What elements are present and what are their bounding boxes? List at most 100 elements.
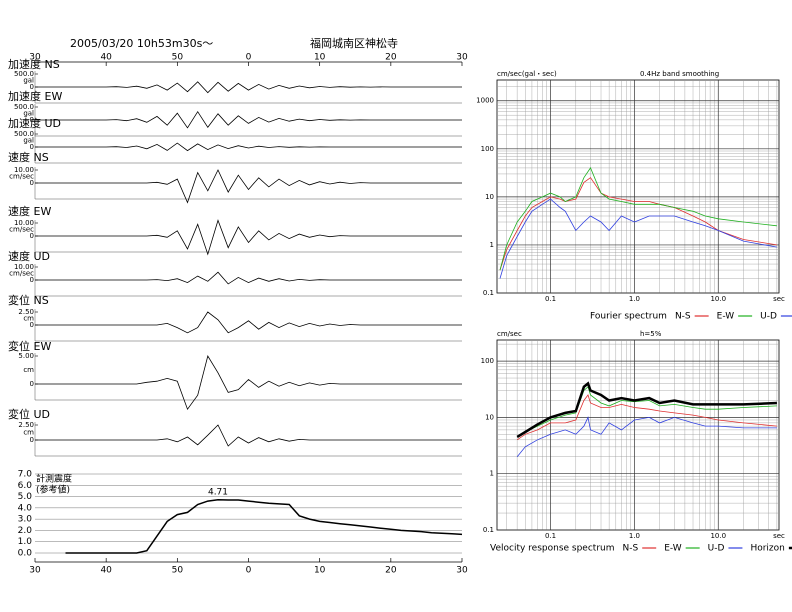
unit: cm/sec bbox=[9, 270, 34, 278]
time-label: 0 bbox=[246, 53, 252, 63]
y-tick-label: 2.50 bbox=[18, 308, 34, 316]
datetime: 2005/03/20 10h53m30s～ bbox=[70, 37, 213, 50]
y-tick-label: 100 bbox=[481, 357, 494, 365]
time-label: 50 bbox=[172, 566, 184, 576]
trace-name: 変位 NS bbox=[8, 293, 49, 307]
y-tick-label: 0 bbox=[30, 380, 34, 388]
unit: cm bbox=[23, 315, 34, 323]
time-label: 30 bbox=[456, 53, 468, 63]
trace-name: 加速度 UD bbox=[8, 116, 61, 130]
legend-label: N-S bbox=[675, 312, 691, 322]
chart-title: (参考値) bbox=[36, 484, 70, 496]
waveform bbox=[35, 311, 462, 334]
waveform bbox=[35, 271, 462, 285]
trace-name: 変位 UD bbox=[8, 407, 50, 421]
y-tick-label: 500.0 bbox=[14, 70, 34, 78]
y-tick-label: 0 bbox=[30, 321, 34, 329]
unit: gal bbox=[23, 137, 34, 145]
spectrum-line bbox=[516, 416, 777, 458]
y-tick-label: 10.00 bbox=[14, 263, 34, 271]
y-tick-label: 0.0 bbox=[18, 549, 33, 559]
legend-title: Fourier spectrum bbox=[590, 312, 667, 322]
y-tick-label: 5.0 bbox=[18, 492, 33, 502]
y-axis-label: cm/sec bbox=[497, 330, 522, 338]
time-label: 10 bbox=[314, 566, 326, 576]
plot-frame bbox=[496, 339, 780, 531]
time-label: 20 bbox=[385, 566, 397, 576]
y-tick-label: 500.0 bbox=[14, 103, 34, 111]
legend-title: Velocity response spectrum bbox=[490, 544, 615, 554]
waveform bbox=[35, 424, 462, 447]
unit: cm bbox=[23, 366, 34, 374]
y-tick-label: 3.0 bbox=[18, 515, 33, 525]
time-label: 40 bbox=[100, 53, 112, 63]
y-tick-label: 5.00 bbox=[18, 352, 34, 360]
y-tick-label: 0 bbox=[30, 276, 34, 284]
trace-name: 速度 NS bbox=[8, 150, 49, 164]
unit: gal bbox=[23, 110, 34, 118]
y-tick-label: 10.00 bbox=[14, 219, 34, 227]
waveform bbox=[35, 110, 462, 129]
y-tick-label: 4.0 bbox=[18, 503, 33, 513]
y-tick-label: 2.0 bbox=[18, 526, 33, 536]
legend-label: Horizon bbox=[750, 544, 784, 554]
y-axis-label: cm/sec(gal・sec) bbox=[497, 70, 557, 78]
legend-label: N-S bbox=[623, 544, 639, 554]
waveform bbox=[35, 142, 462, 152]
plot-frame bbox=[496, 79, 780, 294]
spectrum-line bbox=[516, 394, 777, 441]
y-tick-label: 10 bbox=[485, 413, 494, 421]
time-label: 0 bbox=[246, 566, 252, 576]
time-label: 50 bbox=[172, 53, 184, 63]
unit: cm bbox=[23, 429, 34, 437]
y-tick-label: 0 bbox=[30, 232, 34, 240]
legend-label: U-D bbox=[708, 544, 725, 554]
spectrum-line bbox=[499, 167, 777, 271]
station: 福岡城南区神松寺 bbox=[310, 36, 398, 50]
y-tick-label: 7.0 bbox=[18, 470, 33, 480]
legend-label: U-D bbox=[760, 312, 777, 322]
note: h=5% bbox=[640, 330, 662, 338]
y-tick-label: 0.1 bbox=[483, 526, 494, 534]
spectrum-line bbox=[516, 381, 777, 438]
y-tick-label: 100 bbox=[481, 145, 494, 153]
y-tick-label: 0 bbox=[30, 83, 34, 91]
y-tick-label: 10.00 bbox=[14, 166, 34, 174]
waveform bbox=[35, 354, 462, 411]
trace-name: 加速度 NS bbox=[8, 57, 60, 71]
spectrum-line bbox=[516, 386, 777, 438]
trace-name: 加速度 EW bbox=[8, 89, 62, 103]
y-tick-label: 0.1 bbox=[483, 289, 494, 297]
unit: cm/sec bbox=[9, 173, 34, 181]
intensity-line bbox=[65, 499, 463, 554]
time-label: 20 bbox=[385, 53, 397, 63]
y-tick-label: 0 bbox=[30, 143, 34, 151]
trace-name: 速度 UD bbox=[8, 249, 50, 263]
y-tick-label: 6.0 bbox=[18, 481, 33, 491]
x-axis-label: sec bbox=[773, 295, 785, 303]
y-tick-label: 10 bbox=[485, 193, 494, 201]
legend-label: E-W bbox=[717, 312, 735, 322]
legend-label: E-W bbox=[664, 544, 682, 554]
y-tick-label: 1000 bbox=[476, 97, 494, 105]
spectrum-line bbox=[499, 198, 777, 279]
y-tick-label: 1.0 bbox=[18, 537, 33, 547]
y-tick-label: 2.50 bbox=[18, 421, 34, 429]
unit: cm/sec bbox=[9, 226, 34, 234]
x-tick-label: 10.0 bbox=[710, 532, 726, 540]
time-label: 10 bbox=[314, 53, 326, 63]
waveform bbox=[35, 81, 462, 94]
y-tick-label: 1 bbox=[490, 470, 494, 478]
peak-label: 4.71 bbox=[208, 487, 228, 497]
waveform bbox=[35, 169, 462, 204]
time-label: 30 bbox=[456, 566, 468, 576]
x-tick-label: 1.0 bbox=[629, 532, 640, 540]
x-tick-label: 0.1 bbox=[545, 532, 556, 540]
spectrum-line bbox=[499, 177, 777, 271]
waveform bbox=[35, 219, 462, 256]
note: 0.4Hz band smoothing bbox=[640, 70, 719, 78]
x-axis-label: sec bbox=[773, 532, 785, 540]
time-label: 40 bbox=[100, 566, 112, 576]
y-tick-label: 0 bbox=[30, 179, 34, 187]
